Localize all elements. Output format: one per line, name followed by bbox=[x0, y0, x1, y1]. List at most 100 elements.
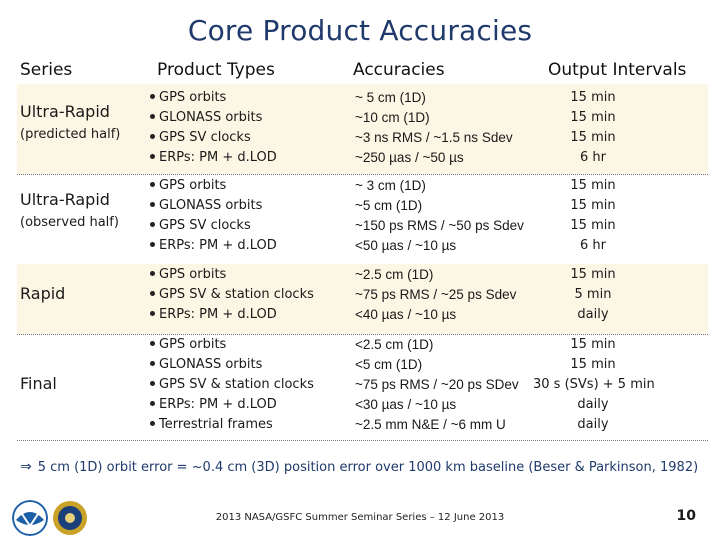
product-item-text: ERPs: PM + d.LOD bbox=[159, 238, 277, 253]
accuracy-value: ~5 cm (1D) bbox=[355, 196, 524, 216]
bullet-icon bbox=[150, 421, 155, 426]
row-separator bbox=[17, 440, 708, 441]
product-item: GPS SV & station clocks bbox=[150, 375, 314, 395]
accuracy-value: ~250 µas / ~50 µs bbox=[355, 148, 513, 168]
implies-arrow-icon: ⇒ bbox=[20, 459, 32, 475]
accuracy-value-text: <5 cm (1D) bbox=[355, 357, 423, 372]
accuracy-value-text: <50 µas / ~10 µs bbox=[355, 238, 457, 253]
product-item-text: GPS orbits bbox=[159, 337, 227, 352]
row-background bbox=[17, 264, 708, 334]
accuracy-value-text: ~10 cm (1D) bbox=[355, 110, 430, 125]
bullet-icon bbox=[150, 154, 155, 159]
footnote: ⇒ 5 cm (1D) orbit error = ~0.4 cm (3D) po… bbox=[20, 459, 698, 475]
product-item-text: ERPs: PM + d.LOD bbox=[159, 307, 277, 322]
accuracy-value-text: ~75 ps RMS / ~20 ps SDev bbox=[355, 377, 519, 392]
interval-value-text: 15 min bbox=[570, 130, 616, 145]
product-item: GPS SV clocks bbox=[150, 128, 277, 148]
accuracy-value: <50 µas / ~10 µs bbox=[355, 236, 524, 256]
interval-value: 15 min bbox=[533, 196, 653, 216]
page-number: 10 bbox=[676, 508, 696, 524]
interval-value-text: 6 hr bbox=[580, 150, 606, 165]
product-item-text: GPS orbits bbox=[159, 178, 227, 193]
interval-value-text: 15 min bbox=[570, 198, 616, 213]
bullet-icon bbox=[150, 311, 155, 316]
accuracy-value: <2.5 cm (1D) bbox=[355, 335, 519, 355]
interval-value: 15 min bbox=[533, 176, 653, 196]
row-separator bbox=[17, 174, 708, 175]
accuracy-value: ~2.5 cm (1D) bbox=[355, 265, 516, 285]
product-item: GLONASS orbits bbox=[150, 108, 277, 128]
product-list: GPS orbits GLONASS orbits GPS SV & station… bbox=[150, 335, 314, 435]
product-item-text: GPS SV & station clocks bbox=[159, 377, 314, 392]
footnote-text: 5 cm (1D) orbit error = ~0.4 cm (3D) pos… bbox=[37, 460, 699, 475]
interval-value: 15 min bbox=[533, 128, 653, 148]
interval-value-text: daily bbox=[577, 397, 609, 412]
interval-list: 15 min 15 min 15 min 6 hr bbox=[533, 176, 653, 256]
product-item: ERPs: PM + d.LOD bbox=[150, 148, 277, 168]
accuracy-value: ~10 cm (1D) bbox=[355, 108, 513, 128]
interval-list: 15 min 15 min 30 s (SVs) + 5 min daily daily bbox=[533, 335, 655, 435]
product-item-text: GPS SV & station clocks bbox=[159, 287, 314, 302]
product-item: GLONASS orbits bbox=[150, 196, 277, 216]
product-item: GPS SV clocks bbox=[150, 216, 277, 236]
product-item: ERPs: PM + d.LOD bbox=[150, 236, 277, 256]
interval-value: 15 min bbox=[533, 335, 653, 355]
product-list: GPS orbits GLONASS orbits GPS SV clocks ERP… bbox=[150, 88, 277, 168]
product-item-text: GPS orbits bbox=[159, 267, 227, 282]
product-item-text: GPS SV clocks bbox=[159, 218, 251, 233]
seal-logo bbox=[53, 501, 87, 535]
noaa-logo bbox=[12, 500, 48, 536]
product-item: GPS orbits bbox=[150, 335, 314, 355]
product-item-text: Terrestrial frames bbox=[159, 417, 273, 432]
series-cell: Ultra-Rapid (observed half) bbox=[20, 190, 119, 230]
product-item: ERPs: PM + d.LOD bbox=[150, 305, 314, 325]
interval-value: 30 s (SVs) + 5 min bbox=[533, 375, 655, 395]
accuracy-value: ~150 ps RMS / ~50 ps Sdev bbox=[355, 216, 524, 236]
row-separator bbox=[17, 334, 708, 335]
accuracy-list: ~2.5 cm (1D) ~75 ps RMS / ~25 ps Sdev <40 … bbox=[355, 265, 516, 325]
series-subtitle: (predicted half) bbox=[20, 127, 121, 142]
product-item-text: GPS SV clocks bbox=[159, 130, 251, 145]
accuracy-list: ~ 3 cm (1D) ~5 cm (1D) ~150 ps RMS / ~50 p… bbox=[355, 176, 524, 256]
accuracy-value-text: ~ 3 cm (1D) bbox=[355, 178, 426, 193]
product-item: GPS SV & station clocks bbox=[150, 285, 314, 305]
accuracy-value-text: ~150 ps RMS / ~50 ps Sdev bbox=[355, 218, 524, 233]
product-item-text: GPS orbits bbox=[159, 90, 227, 105]
accuracy-value: ~75 ps RMS / ~25 ps Sdev bbox=[355, 285, 516, 305]
row-background bbox=[17, 84, 708, 174]
product-item: GPS orbits bbox=[150, 88, 277, 108]
series-name: Final bbox=[20, 374, 57, 393]
product-item: ERPs: PM + d.LOD bbox=[150, 395, 314, 415]
product-item: GPS orbits bbox=[150, 265, 314, 285]
bullet-icon bbox=[150, 361, 155, 366]
product-item-text: GLONASS orbits bbox=[159, 110, 263, 125]
accuracy-value: ~75 ps RMS / ~20 ps SDev bbox=[355, 375, 519, 395]
bullet-icon bbox=[150, 291, 155, 296]
accuracy-value-text: <2.5 cm (1D) bbox=[355, 337, 434, 352]
bullet-icon bbox=[150, 381, 155, 386]
bullet-icon bbox=[150, 134, 155, 139]
interval-value: 15 min bbox=[533, 265, 653, 285]
series-cell: Final bbox=[20, 374, 57, 393]
interval-value-text: 15 min bbox=[570, 90, 616, 105]
interval-value: 6 hr bbox=[533, 148, 653, 168]
accuracy-list: ~ 5 cm (1D) ~10 cm (1D) ~3 ns RMS / ~1.5 n… bbox=[355, 88, 513, 168]
product-item: Terrestrial frames bbox=[150, 415, 314, 435]
header-output-intervals: Output Intervals bbox=[548, 60, 687, 80]
series-name: Ultra-Rapid bbox=[20, 102, 110, 121]
bullet-icon bbox=[150, 94, 155, 99]
interval-list: 15 min 5 min daily bbox=[533, 265, 653, 325]
accuracy-value-text: ~5 cm (1D) bbox=[355, 198, 423, 213]
series-subtitle: (observed half) bbox=[20, 215, 119, 230]
interval-value-text: daily bbox=[577, 307, 609, 322]
accuracy-value-text: ~75 ps RMS / ~25 ps Sdev bbox=[355, 287, 517, 302]
bullet-icon bbox=[150, 202, 155, 207]
series-name: Ultra-Rapid bbox=[20, 190, 110, 209]
product-list: GPS orbits GPS SV & station clocks ERPs: P… bbox=[150, 265, 314, 325]
series-name: Rapid bbox=[20, 284, 66, 303]
product-item-text: ERPs: PM + d.LOD bbox=[159, 150, 277, 165]
interval-value-text: 5 min bbox=[574, 287, 612, 302]
interval-value: daily bbox=[533, 415, 653, 435]
interval-value-text: 15 min bbox=[570, 337, 616, 352]
interval-value: 6 hr bbox=[533, 236, 653, 256]
